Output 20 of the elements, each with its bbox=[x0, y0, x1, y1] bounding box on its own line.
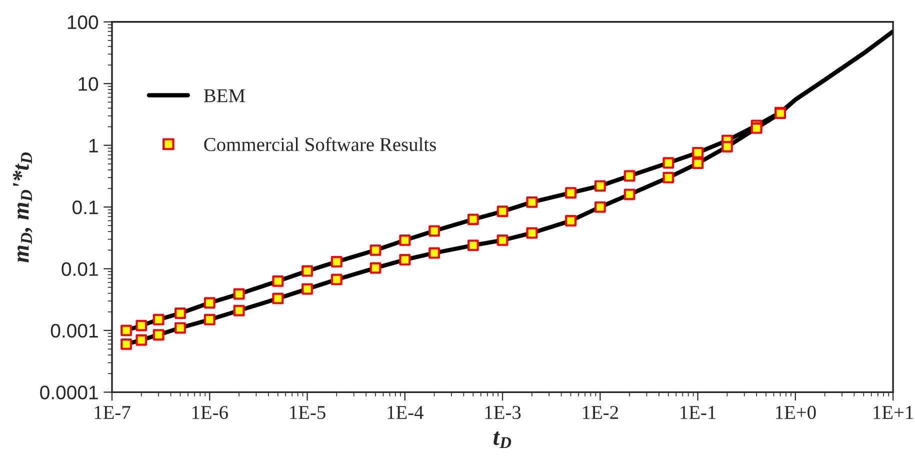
y-tick-label: 100 bbox=[68, 15, 98, 30]
legend-label: Commercial Software Results bbox=[204, 137, 436, 152]
legend-label: BEM bbox=[204, 89, 245, 102]
x-tick-label: 1E-2 bbox=[582, 406, 618, 419]
y-tick-label: 0.0001 bbox=[40, 386, 98, 400]
x-tick-label: 1E+0 bbox=[776, 406, 816, 420]
y-axis-title: m$_{D}$, m$_{D}$'*t$_{D}$ bbox=[12, 152, 32, 262]
y-tick-label: 0.1 bbox=[72, 200, 98, 214]
x-tick-label: 1E-6 bbox=[192, 406, 228, 420]
x-tick-label: 1E-7 bbox=[94, 406, 130, 419]
x-tick-label: 1E-4 bbox=[388, 406, 424, 419]
y-tick-label: 1 bbox=[89, 138, 98, 152]
x-axis-title: t$_{D}$ bbox=[494, 431, 512, 448]
y-tick-label: 0.01 bbox=[62, 262, 98, 276]
y-tick-label: 10 bbox=[78, 77, 98, 91]
x-tick-label: 1E-3 bbox=[485, 406, 521, 420]
x-tick-label: 1E+1 bbox=[874, 406, 914, 419]
x-tick-label: 1E-5 bbox=[290, 406, 326, 420]
y-tick-label: 0.001 bbox=[50, 324, 98, 338]
x-tick-label: 1E-1 bbox=[680, 406, 716, 419]
